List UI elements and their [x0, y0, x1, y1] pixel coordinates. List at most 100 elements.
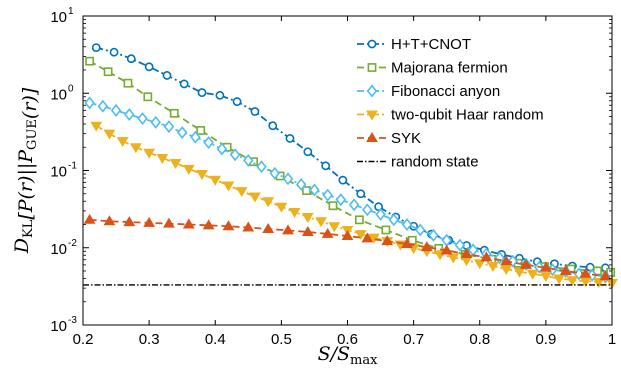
- y-tick-exponent: -3: [68, 315, 77, 326]
- data-point-h-t-cnot: [179, 79, 189, 89]
- data-point-syk: [282, 224, 294, 235]
- series-layer: [83, 43, 618, 289]
- data-point-h-t-cnot: [321, 161, 331, 171]
- legend-label: SYK: [391, 130, 421, 147]
- data-point-h-t-cnot: [268, 121, 278, 131]
- data-point-syk: [103, 215, 116, 226]
- data-point-fibonacci-anyon: [176, 126, 188, 140]
- data-point-two-qubit-haar-random: [328, 222, 341, 233]
- y-tick-label: 10: [50, 318, 67, 335]
- data-point-fibonacci-anyon: [494, 251, 505, 265]
- data-point-fibonacci-anyon: [401, 218, 413, 231]
- data-point-majorana-fermion: [123, 78, 133, 88]
- data-point-two-qubit-haar-random: [354, 230, 367, 241]
- data-point-fibonacci-anyon: [84, 96, 95, 110]
- data-point-two-qubit-haar-random: [301, 213, 314, 223]
- data-point-fibonacci-anyon: [335, 193, 347, 207]
- data-point-syk: [420, 241, 433, 252]
- x-tick-label: 0.5: [271, 331, 292, 348]
- legend-marker: [366, 132, 378, 142]
- data-point-fibonacci-anyon: [269, 166, 280, 180]
- y-tick-label: 10: [50, 241, 67, 258]
- data-point-majorana-fermion: [407, 235, 417, 245]
- data-point-syk: [440, 244, 453, 255]
- data-point-fibonacci-anyon: [150, 115, 161, 129]
- y-tick-exponent: 0: [68, 83, 74, 94]
- data-point-syk: [321, 227, 334, 238]
- data-point-fibonacci-anyon: [97, 99, 109, 113]
- data-point-syk: [262, 222, 275, 233]
- x-tick-label: 1: [608, 331, 616, 348]
- data-point-two-qubit-haar-random: [262, 197, 275, 208]
- data-point-two-qubit-haar-random: [143, 148, 155, 159]
- x-tick-label: 0.6: [337, 331, 358, 348]
- data-point-syk: [520, 258, 532, 269]
- series-line-h-t-cnot: [95, 46, 606, 269]
- data-point-h-t-cnot: [91, 43, 101, 52]
- data-point-h-t-cnot: [215, 90, 225, 100]
- data-point-fibonacci-anyon: [309, 183, 320, 197]
- y-tick-exponent: 1: [68, 6, 74, 17]
- data-point-syk: [143, 216, 155, 227]
- legend-label: Fibonacci anyon: [391, 83, 500, 100]
- data-point-two-qubit-haar-random: [169, 159, 182, 169]
- data-point-fibonacci-anyon: [110, 103, 122, 117]
- data-point-two-qubit-haar-random: [487, 262, 499, 273]
- data-point-h-t-cnot: [126, 54, 136, 64]
- legend-label: H+T+CNOT: [391, 36, 471, 53]
- data-point-majorana-fermion: [381, 225, 391, 235]
- data-point-h-t-cnot: [162, 71, 172, 80]
- data-point-fibonacci-anyon: [137, 112, 148, 126]
- data-point-fibonacci-anyon: [375, 207, 386, 221]
- data-point-two-qubit-haar-random: [473, 259, 486, 270]
- data-point-majorana-fermion: [355, 215, 364, 225]
- data-point-syk: [242, 221, 255, 232]
- data-point-h-t-cnot: [356, 189, 366, 199]
- data-point-fibonacci-anyon: [256, 160, 267, 174]
- data-point-syk: [83, 213, 96, 224]
- data-point-syk: [579, 267, 592, 278]
- data-point-majorana-fermion: [85, 56, 95, 66]
- y-tick-exponent: -2: [68, 238, 77, 249]
- series-line-fibonacci-anyon: [89, 102, 606, 278]
- series-syk: [83, 213, 612, 281]
- data-point-fibonacci-anyon: [229, 148, 241, 162]
- data-point-fibonacci-anyon: [295, 177, 307, 191]
- data-point-h-t-cnot: [144, 62, 154, 72]
- data-point-h-t-cnot: [338, 175, 348, 185]
- x-tick-label: 0.2: [73, 331, 94, 348]
- y-axis-label: DKL[P(r)||PGUE(r)]: [11, 87, 41, 254]
- data-point-two-qubit-haar-random: [526, 269, 539, 280]
- legend-entry-fibonacci-anyon: Fibonacci anyon: [357, 83, 500, 100]
- x-tick-label: 0.3: [139, 331, 160, 348]
- x-tick-label: 0.7: [403, 331, 424, 348]
- data-point-two-qubit-haar-random: [130, 143, 142, 154]
- data-point-syk: [559, 265, 572, 276]
- data-point-two-qubit-haar-random: [156, 154, 169, 165]
- data-point-syk: [500, 255, 513, 266]
- x-tick-label: 0.8: [469, 331, 490, 348]
- data-point-fibonacci-anyon: [243, 153, 254, 167]
- data-point-syk: [540, 261, 552, 272]
- data-point-h-t-cnot: [303, 147, 313, 157]
- data-point-syk: [123, 216, 136, 227]
- data-point-syk: [460, 248, 473, 259]
- data-point-fibonacci-anyon: [428, 228, 439, 242]
- data-point-syk: [401, 237, 413, 248]
- data-point-fibonacci-anyon: [415, 223, 426, 237]
- data-point-majorana-fermion: [328, 201, 338, 211]
- data-point-majorana-fermion: [169, 108, 179, 118]
- data-point-h-t-cnot: [197, 88, 207, 97]
- x-tick-label: 0.9: [535, 331, 556, 348]
- data-point-two-qubit-haar-random: [209, 175, 222, 186]
- data-point-syk: [182, 218, 195, 229]
- legend-entry-two-qubit-haar-random: two-qubit Haar random: [357, 107, 544, 124]
- data-point-syk: [599, 270, 612, 281]
- y-tick-label: 10: [50, 164, 67, 181]
- data-point-syk: [381, 235, 394, 246]
- legend-marker: [367, 39, 377, 49]
- data-point-fibonacci-anyon: [282, 172, 294, 186]
- legend-marker: [367, 63, 377, 72]
